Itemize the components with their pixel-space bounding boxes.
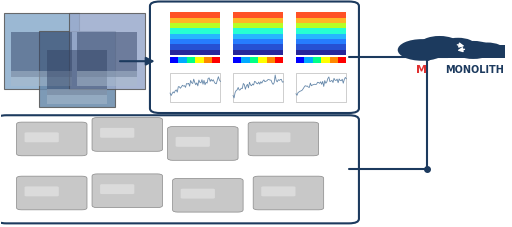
Bar [233, 24, 284, 29]
Ellipse shape [261, 147, 315, 155]
Bar [170, 58, 179, 63]
FancyBboxPatch shape [25, 187, 59, 196]
Bar [330, 58, 338, 63]
Ellipse shape [181, 152, 235, 160]
Circle shape [441, 39, 475, 54]
Bar [170, 35, 221, 40]
Bar [170, 74, 221, 102]
Bar [11, 33, 72, 78]
Bar [275, 58, 284, 63]
Circle shape [453, 42, 494, 60]
Bar [233, 18, 284, 24]
Bar [195, 58, 204, 63]
Bar [233, 40, 284, 45]
FancyBboxPatch shape [150, 2, 359, 114]
Bar [417, 46, 505, 59]
Bar [233, 13, 284, 18]
Bar [204, 58, 212, 63]
Bar [296, 74, 346, 102]
Bar [296, 24, 346, 29]
Bar [187, 58, 195, 63]
Bar [170, 13, 221, 18]
Bar [170, 45, 221, 51]
Bar [11, 72, 72, 86]
Bar [233, 29, 284, 35]
Bar [233, 74, 284, 102]
Bar [170, 24, 221, 29]
Ellipse shape [30, 147, 84, 155]
FancyBboxPatch shape [100, 128, 134, 138]
Bar [170, 18, 221, 24]
FancyBboxPatch shape [4, 14, 79, 90]
Text: Μ: Μ [416, 65, 428, 75]
Bar [47, 90, 107, 104]
Bar [242, 58, 250, 63]
Bar [179, 58, 187, 63]
Bar [296, 58, 304, 63]
FancyBboxPatch shape [0, 116, 359, 223]
FancyBboxPatch shape [92, 118, 162, 152]
Bar [296, 35, 346, 40]
Ellipse shape [105, 199, 160, 207]
FancyBboxPatch shape [69, 14, 145, 90]
FancyBboxPatch shape [167, 127, 238, 160]
Bar [170, 51, 221, 56]
FancyBboxPatch shape [261, 187, 295, 196]
Ellipse shape [105, 143, 160, 151]
Bar [170, 29, 221, 35]
Bar [296, 51, 346, 56]
Bar [212, 58, 221, 63]
FancyBboxPatch shape [16, 123, 87, 156]
Ellipse shape [30, 201, 84, 209]
FancyBboxPatch shape [248, 123, 318, 156]
Bar [313, 58, 321, 63]
Circle shape [419, 37, 460, 55]
Bar [170, 40, 221, 45]
FancyBboxPatch shape [92, 174, 162, 208]
Bar [47, 51, 107, 96]
Bar [267, 58, 275, 63]
Bar [296, 40, 346, 45]
Bar [304, 58, 313, 63]
FancyBboxPatch shape [176, 137, 210, 147]
Bar [77, 33, 137, 78]
Bar [250, 58, 258, 63]
FancyBboxPatch shape [100, 184, 134, 194]
Bar [258, 58, 267, 63]
Text: MONOLITH: MONOLITH [445, 65, 504, 75]
Bar [296, 45, 346, 51]
FancyBboxPatch shape [181, 189, 215, 199]
Bar [233, 45, 284, 51]
Circle shape [471, 43, 504, 58]
Circle shape [398, 40, 446, 62]
Bar [77, 72, 137, 86]
FancyBboxPatch shape [39, 32, 115, 108]
Bar [233, 51, 284, 56]
FancyBboxPatch shape [16, 176, 87, 210]
Bar [321, 58, 330, 63]
Bar [296, 29, 346, 35]
FancyBboxPatch shape [256, 133, 290, 143]
Ellipse shape [266, 201, 321, 209]
FancyBboxPatch shape [25, 133, 59, 143]
Bar [296, 13, 346, 18]
Bar [338, 58, 346, 63]
Bar [233, 58, 242, 63]
Bar [233, 35, 284, 40]
FancyBboxPatch shape [253, 176, 324, 210]
FancyBboxPatch shape [173, 179, 243, 212]
Ellipse shape [186, 203, 240, 211]
Bar [296, 18, 346, 24]
